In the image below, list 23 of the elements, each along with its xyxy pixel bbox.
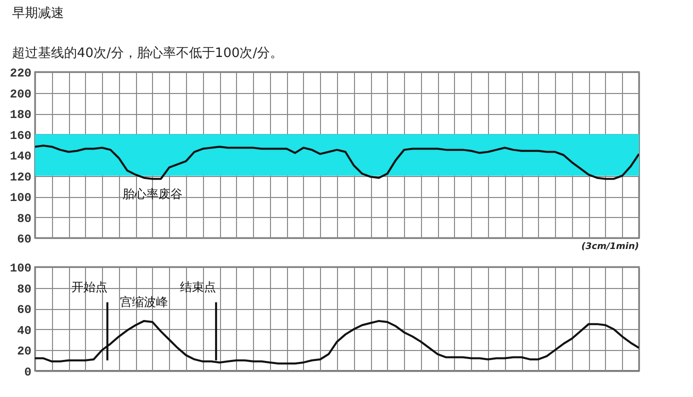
text: (3cm/1min) bbox=[581, 242, 639, 252]
y-tick-label: 0 bbox=[24, 365, 32, 380]
line-series bbox=[35, 144, 639, 180]
y-tick-label: 80 bbox=[17, 212, 32, 226]
annotation: 宫缩波峰 bbox=[120, 294, 168, 309]
y-tick-label: 80 bbox=[17, 282, 32, 296]
y-tick-label: 20 bbox=[17, 344, 32, 358]
y-tick-label: 60 bbox=[17, 303, 32, 317]
annotation: 胎心率废谷 bbox=[122, 186, 182, 201]
y-tick-label: 40 bbox=[17, 324, 32, 338]
y-tick-label: 120 bbox=[10, 170, 32, 184]
y-tick-label: 180 bbox=[10, 108, 32, 122]
annotation: 开始点 bbox=[71, 280, 108, 294]
y-tick-label: 160 bbox=[10, 128, 32, 143]
annotation: 结束点 bbox=[180, 280, 216, 294]
y-tick-label: 140 bbox=[10, 150, 32, 164]
y-tick-label: 200 bbox=[10, 87, 32, 102]
y-tick-label: 100 bbox=[10, 262, 32, 276]
chart-subtitle: 超过基线的40次/分，胎心率不低于100次/分。 bbox=[12, 45, 284, 62]
y-tick-label: 100 bbox=[10, 191, 32, 205]
chart-title: 早期减速 bbox=[12, 5, 64, 22]
y-tick-label: 220 bbox=[10, 66, 32, 80]
y-tick-label: 60 bbox=[17, 232, 32, 246]
